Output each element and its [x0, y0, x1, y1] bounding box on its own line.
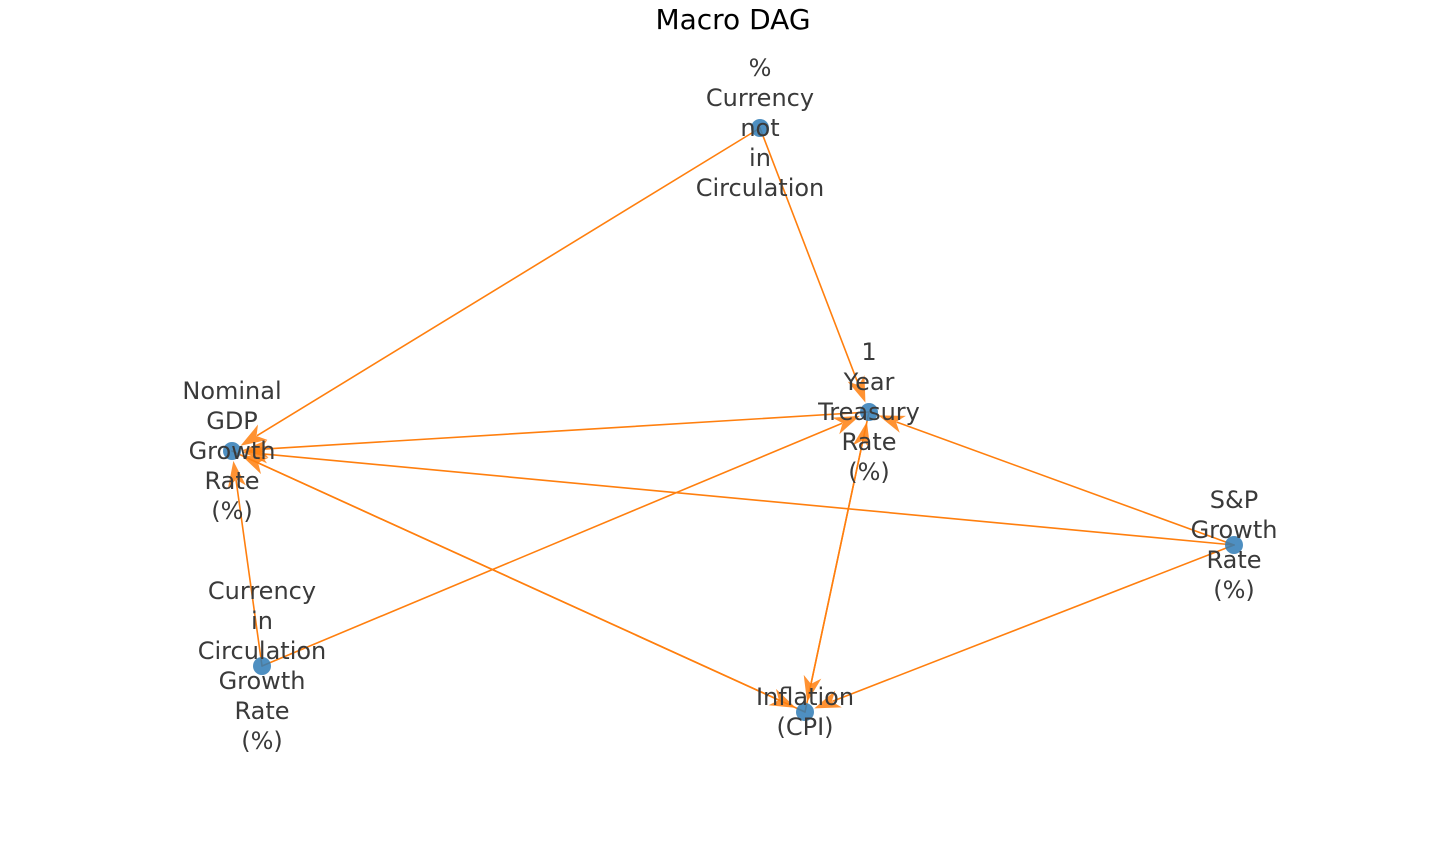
edge-line	[231, 450, 779, 701]
arrow-head	[832, 415, 860, 435]
edge-line	[804, 440, 864, 713]
node-label-line: in	[251, 607, 273, 635]
node-label-line: (%)	[241, 727, 283, 755]
edge-sp-to-inflation	[814, 544, 1235, 709]
node-dot-inflation	[796, 703, 814, 721]
node-label-treasury: 1 Year Treasury Rate (%)	[817, 338, 920, 486]
node-dot-currency_not_circ	[751, 119, 769, 137]
node-label-line: Inflation	[756, 683, 854, 711]
node-label-line: Rate	[234, 697, 289, 725]
arrow-head	[768, 688, 796, 708]
node-label-gdp: Nominal GDP Growth Rate (%)	[182, 377, 281, 525]
arrow-head	[228, 460, 246, 488]
arrow-head	[878, 415, 906, 433]
edge-line	[896, 421, 1235, 546]
node-label-line: Growth	[219, 667, 306, 695]
node-label-currency_not_circ: % Currency not in Circulation	[696, 54, 825, 202]
edge-line	[235, 479, 263, 667]
edge-line	[832, 544, 1235, 702]
node-label-line: Rate	[1206, 546, 1261, 574]
arrow-head	[241, 445, 269, 464]
node-label-line: Nominal	[182, 377, 281, 405]
nodes-layer	[223, 119, 1243, 721]
edge-currency_not_circ-to-treasury	[759, 127, 866, 403]
edge-line	[261, 422, 843, 667]
node-dot-currency_circ	[253, 657, 271, 675]
edge-currency_circ-to-treasury	[261, 415, 860, 667]
node-label-inflation: Inflation (CPI)	[756, 683, 854, 741]
diagram-title: Macro DAG	[655, 3, 810, 36]
node-label-line: S&P	[1210, 486, 1258, 514]
edge-gdp-to-inflation	[231, 450, 796, 708]
node-label-line: Growth	[189, 437, 276, 465]
node-dot-sp	[1225, 536, 1243, 554]
node-label-line: (%)	[1213, 576, 1255, 604]
edge-currency_not_circ-to-gdp	[240, 127, 761, 446]
node-dot-gdp	[223, 442, 241, 460]
arrow-head	[240, 424, 268, 446]
edge-sp-to-treasury	[878, 415, 1235, 546]
node-label-line: %	[749, 54, 772, 82]
node-label-line: not	[740, 114, 779, 142]
node-label-line: Circulation	[696, 174, 825, 202]
edge-line	[256, 127, 761, 437]
node-label-line: Year	[843, 368, 895, 396]
edge-currency_circ-to-gdp	[228, 460, 263, 667]
node-label-line: Growth	[1191, 516, 1278, 544]
edge-sp-to-gdp	[241, 445, 1235, 546]
node-label-line: Currency	[706, 84, 814, 112]
node-label-line: Currency	[208, 577, 316, 605]
node-label-line: Rate	[841, 428, 896, 456]
node-label-line: 1	[861, 338, 876, 366]
edge-line	[261, 453, 1235, 546]
node-label-line: Treasury	[817, 398, 920, 426]
node-label-currency_circ: Currency in Circulation Growth Rate (%)	[198, 577, 327, 755]
node-label-line: (%)	[211, 497, 253, 525]
edge-inflation-to-treasury	[804, 421, 871, 713]
node-label-line: Rate	[204, 467, 259, 495]
edge-line	[261, 411, 870, 450]
arrow-head	[847, 375, 866, 403]
node-label-line: (%)	[848, 458, 890, 486]
node-label-line: GDP	[206, 407, 258, 435]
node-label-line: (CPI)	[776, 713, 833, 741]
node-label-sp: S&P Growth Rate (%)	[1191, 486, 1278, 604]
edges-layer	[228, 127, 1235, 713]
arrow-head	[814, 690, 842, 709]
edge-line	[759, 127, 860, 385]
arrow-head	[852, 421, 871, 450]
node-label-line: in	[749, 144, 771, 172]
node-dot-treasury	[860, 403, 878, 421]
node-label-line: Circulation	[198, 637, 327, 665]
